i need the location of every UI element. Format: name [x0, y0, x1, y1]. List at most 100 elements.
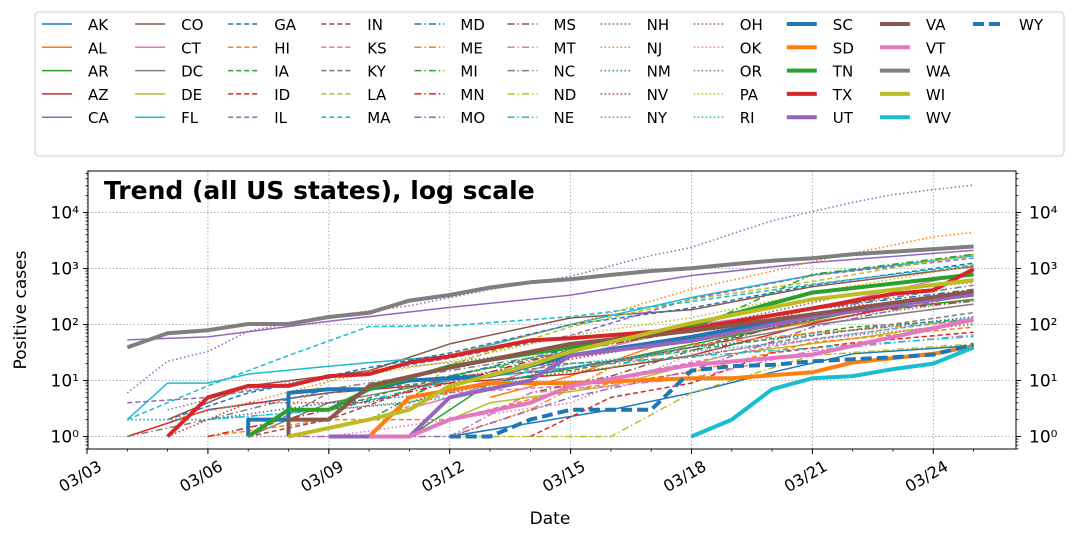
- series-line-tx: [166, 267, 975, 438]
- series-line-wv: [690, 345, 975, 439]
- x-axis-label: Date: [530, 509, 571, 529]
- series-line-mi: [368, 253, 974, 421]
- legend-label: UT: [833, 109, 854, 127]
- series-line-nd: [449, 343, 974, 438]
- legend-label: KS: [367, 39, 386, 57]
- legend-label: DE: [181, 86, 202, 104]
- legend-label: IL: [274, 109, 287, 127]
- y-axis: 10⁰ 10⁰ 10¹ 10¹ 10² 10² 10³ 10³ 10⁴ 10⁴: [51, 172, 1058, 450]
- series-line-vt: [369, 317, 975, 439]
- y-tick-label: 10¹: [51, 372, 79, 392]
- legend-label: SD: [833, 39, 854, 57]
- x-axis: 03/03 03/06 03/09 03/12 03/15 03/18 03/21 03/24: [56, 449, 974, 496]
- legend-label: OR: [740, 63, 762, 81]
- legend-label: TX: [832, 86, 852, 104]
- legend-label: RI: [740, 109, 755, 127]
- legend-label: NY: [647, 109, 668, 127]
- x-tick-label: 03/12: [418, 456, 467, 496]
- y-tick-label-right: 10⁴: [1029, 204, 1058, 224]
- series-line-nh: [127, 316, 974, 421]
- legend-label: LA: [367, 86, 387, 104]
- legend-label: MS: [554, 16, 576, 34]
- legend-label: AZ: [88, 86, 109, 104]
- series-line-id: [529, 331, 974, 438]
- legend-label: VA: [926, 16, 946, 34]
- legend-label: NH: [647, 16, 670, 34]
- x-tick-label: 03/06: [176, 456, 225, 496]
- legend-label: TN: [832, 63, 853, 81]
- legend-label: NJ: [647, 39, 663, 57]
- series-line-wi: [288, 278, 974, 439]
- x-tick-label: 03/24: [902, 456, 951, 496]
- series-line-pa: [247, 264, 974, 438]
- y-axis-label: Positive cases: [11, 250, 31, 369]
- legend-label: HI: [274, 39, 290, 57]
- y-tick-label: 10⁰: [51, 428, 80, 448]
- series-line-ma: [127, 264, 974, 421]
- legend-label: CA: [88, 109, 109, 127]
- series-line-nj: [167, 231, 974, 421]
- legend-label: OH: [740, 16, 763, 34]
- x-tick-label: 03/03: [56, 456, 105, 496]
- legend-label: FL: [181, 109, 199, 127]
- legend-label: OK: [740, 39, 763, 57]
- legend-label: NM: [647, 63, 671, 81]
- series-line-oh: [328, 281, 974, 411]
- legend-label: MD: [460, 16, 485, 34]
- series-line-ak: [449, 344, 974, 438]
- legend-label: AL: [88, 39, 107, 57]
- y-tick-label: 10³: [51, 260, 79, 280]
- legend-label: WY: [1019, 16, 1044, 34]
- legend-label: SC: [833, 16, 853, 34]
- y-tick-label-right: 10³: [1029, 260, 1057, 280]
- series-line-ga: [167, 262, 974, 421]
- series-line-co: [167, 265, 974, 421]
- y-tick-label-right: 10⁰: [1029, 428, 1058, 448]
- series-line-il: [127, 257, 974, 404]
- legend-label: DC: [181, 63, 203, 81]
- legend-label: IN: [367, 16, 383, 34]
- series-line-nv: [167, 295, 974, 438]
- series-line-fl: [126, 255, 974, 421]
- series-line-ri: [127, 316, 974, 421]
- x-tick-label: 03/15: [539, 456, 588, 496]
- legend-label: WI: [926, 86, 945, 104]
- series-line-la: [368, 253, 974, 438]
- x-tick-label: 03/09: [297, 456, 346, 496]
- legend-label: ID: [274, 86, 290, 104]
- series-line-me: [449, 319, 974, 438]
- legend-label: MT: [554, 39, 577, 57]
- legend-label: AK: [88, 16, 109, 34]
- y-tick-label: 10⁴: [51, 204, 80, 224]
- legend-label: MI: [460, 63, 477, 81]
- legend-label: CT: [181, 39, 201, 57]
- legend-label: MO: [460, 109, 485, 127]
- legend-label: CO: [181, 16, 203, 34]
- series-line-mt: [449, 334, 974, 438]
- series-line-ut: [328, 292, 974, 439]
- series-line-nc: [127, 284, 974, 438]
- series-line-ca: [127, 249, 974, 341]
- legend-label: NE: [554, 109, 575, 127]
- chart-title: Trend (all US states), log scale: [104, 176, 535, 205]
- x-tick-label: 03/21: [781, 456, 830, 496]
- series-line-ia: [328, 318, 974, 411]
- legend-label: NV: [647, 86, 669, 104]
- legend-label: WV: [926, 109, 952, 127]
- legend: AK AL AR AZ CA CO CT DC DE FL GA HI IA ID IL IN KS KY LA MA…: [34, 11, 1065, 157]
- series-line-wy: [449, 342, 975, 439]
- legend-label: IA: [274, 63, 289, 81]
- legend-label: AR: [88, 63, 109, 81]
- series-layer: [126, 184, 975, 439]
- series-line-ny: [126, 184, 974, 394]
- legend-label: NC: [554, 63, 576, 81]
- series-line-wa: [126, 244, 974, 350]
- y-tick-label: 10²: [51, 316, 79, 336]
- legend-label: GA: [274, 16, 297, 34]
- series-line-va: [286, 289, 974, 437]
- legend-label: KY: [367, 63, 386, 81]
- legend-label: ME: [460, 39, 482, 57]
- legend-label: WA: [926, 63, 951, 81]
- legend-label: ND: [554, 86, 577, 104]
